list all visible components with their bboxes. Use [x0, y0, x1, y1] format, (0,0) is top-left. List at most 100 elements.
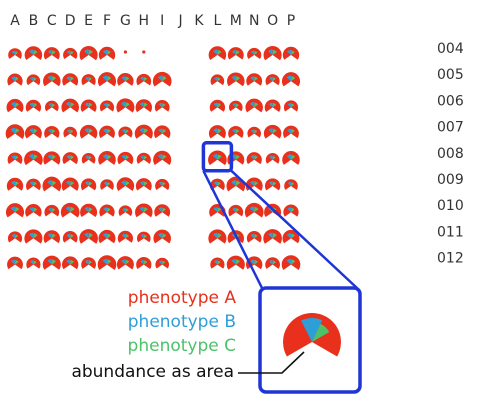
glyph-011-P [282, 229, 300, 244]
column-label-k: K [194, 13, 204, 29]
glyph-007-G [118, 126, 133, 138]
glyph-004-O [263, 45, 282, 61]
glyph-011-H [137, 231, 151, 243]
legend-label-phenotype-b: phenotype B [128, 312, 236, 332]
glyph-010-G [118, 205, 133, 217]
glyph-005-A [7, 73, 23, 86]
column-label-j: J [178, 13, 183, 29]
glyph-005-N [246, 73, 263, 86]
glyph-004-P [282, 46, 300, 60]
glyph-005-H [136, 73, 152, 86]
glyph-006-P [283, 100, 299, 112]
column-label-c: C [47, 13, 57, 29]
glyph-004-H [142, 50, 146, 54]
column-label-i: I [160, 13, 164, 29]
glyph-006-H [135, 99, 153, 113]
glyph-010-A [5, 203, 25, 218]
glyph-012-A [7, 256, 23, 270]
column-label-m: M [230, 13, 242, 29]
glyph-004-E [79, 45, 98, 61]
glyph-008-B [24, 150, 43, 166]
glyph-grid [5, 45, 301, 270]
glyph-009-E [80, 178, 97, 191]
glyph-009-G [116, 177, 135, 192]
glyph-004-M [227, 47, 244, 60]
glyph-012-F [97, 255, 117, 270]
glyph-011-A [7, 231, 23, 243]
glyph-011-F [98, 229, 116, 244]
glyph-012-B [26, 257, 41, 269]
glyph-008-N [246, 152, 262, 165]
glyph-010-P [283, 204, 299, 217]
glyph-011-G [117, 230, 134, 243]
zoom-callout [201, 141, 362, 394]
column-label-g: G [120, 13, 131, 29]
glyph-008-I [153, 150, 172, 165]
glyph-010-D [60, 202, 80, 218]
glyph-010-F [99, 204, 115, 217]
zoom-wedge-phenotype-c [312, 323, 330, 342]
glyph-006-M [229, 100, 243, 112]
glyph-007-H [134, 124, 153, 139]
glyph-011-B [24, 229, 43, 244]
glyph-007-B [24, 125, 42, 139]
column-label-p: P [287, 13, 295, 29]
glyph-007-O [263, 124, 282, 139]
glyph-010-B [25, 204, 42, 217]
glyph-004-N [247, 47, 262, 60]
glyph-005-O [265, 74, 280, 86]
glyph-009-N [245, 177, 263, 191]
glyph-005-F [97, 72, 117, 87]
glyph-009-A [6, 177, 24, 191]
glyph-005-E [81, 74, 96, 86]
glyph-004-F [98, 46, 116, 60]
column-label-o: O [267, 13, 278, 29]
glyph-009-L [210, 178, 225, 191]
glyph-004-C [43, 47, 60, 60]
glyph-006-I [154, 100, 170, 112]
glyph-012-C [42, 255, 61, 270]
glyph-004-G [123, 50, 127, 54]
glyph-005-P [281, 72, 301, 87]
legend-label-phenotype-a: phenotype A [128, 288, 237, 308]
glyph-005-D [62, 73, 79, 86]
glyph-008-C [43, 151, 61, 165]
glyph-012-O [265, 257, 280, 269]
glyph-010-C [44, 204, 60, 217]
glyph-012-L [210, 257, 225, 269]
glyph-005-M [227, 72, 245, 87]
column-label-f: F [103, 13, 111, 29]
column-label-a: A [10, 13, 20, 29]
glyph-011-L [208, 229, 227, 244]
glyph-005-C [43, 72, 61, 87]
glyph-006-D [61, 98, 79, 113]
annotation-pointer [238, 351, 305, 374]
column-label-e: E [84, 13, 93, 29]
glyph-009-P [284, 179, 298, 190]
row-label-012: 012 [437, 251, 464, 267]
glyph-007-C [44, 125, 60, 138]
glyph-007-I [154, 125, 171, 139]
glyph-007-L [208, 125, 226, 139]
glyph-004-B [24, 46, 43, 61]
row-label-006: 006 [437, 93, 464, 109]
row-labels: 004 005 006 007 008 009 010 011 012 [437, 41, 464, 267]
glyph-007-F [99, 125, 115, 139]
row-label-007: 007 [437, 120, 464, 136]
glyph-005-I [152, 71, 172, 87]
glyph-012-M [226, 255, 245, 270]
column-label-l: L [213, 13, 221, 29]
glyph-011-I [153, 229, 171, 244]
glyph-007-M [228, 125, 244, 138]
glyph-005-L [210, 74, 225, 86]
glyph-011-O [263, 229, 282, 244]
zoom-connector-left [202, 170, 264, 289]
glyph-011-N [246, 231, 262, 243]
glyph-012-H [136, 256, 152, 269]
glyph-006-C [44, 100, 59, 112]
glyph-008-H [136, 152, 151, 164]
row-label-011: 011 [437, 224, 464, 240]
glyph-007-P [283, 125, 299, 139]
